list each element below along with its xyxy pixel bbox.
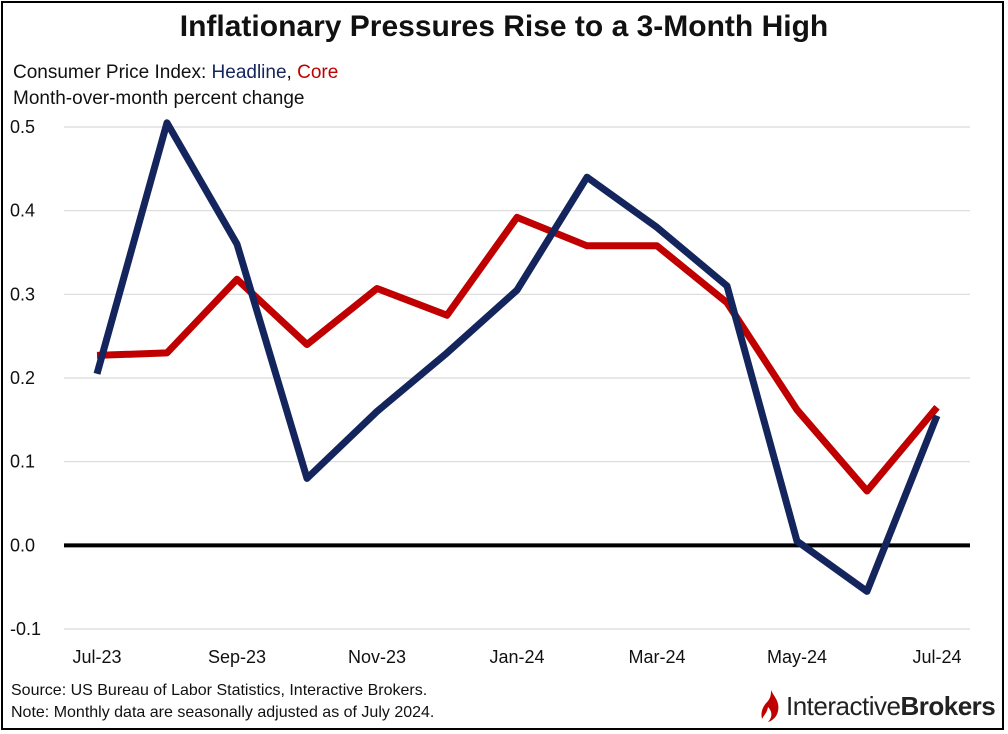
subtitle-prefix: Consumer Price Index: (13, 62, 212, 83)
y-tick-label: 0.1 (10, 452, 35, 472)
footer: Source: US Bureau of Labor Statistics, I… (11, 680, 434, 724)
brand-name-part1: Interactive (786, 690, 901, 721)
chart-subtitle: Consumer Price Index: Headline, Core (13, 62, 338, 84)
brand-logo: InteractiveBrokers (760, 688, 996, 724)
y-tick-label: 0.5 (10, 117, 35, 137)
chart-title: Inflationary Pressures Rise to a 3-Month… (179, 10, 829, 43)
y-tick-label: -0.1 (10, 619, 41, 639)
legend-core: Core (297, 62, 339, 83)
brand-name-part2: Brokers (900, 690, 996, 721)
x-tick-label: Jul-23 (72, 647, 121, 667)
flame-icon (761, 690, 779, 722)
subtitle-separator: , (286, 62, 298, 83)
series-line-headline (93, 119, 941, 595)
brand-name: InteractiveBrokers (786, 690, 996, 722)
y-axis-ticks: 0.5 0.4 0.3 0.2 0.1 0.0 -0.1 (10, 117, 41, 639)
legend-headline: Headline (211, 62, 287, 83)
y-tick-label: 0.4 (10, 201, 35, 221)
y-axis-label: Month-over-month percent change (13, 88, 305, 109)
y-tick-label: 0.3 (10, 284, 35, 304)
x-tick-label: Mar-24 (628, 647, 685, 667)
y-tick-label: 0.2 (10, 368, 35, 388)
x-axis-ticks: Jul-23 Sep-23 Nov-23 Jan-24 Mar-24 May-24 Jul-… (72, 647, 961, 667)
series-lines (93, 119, 941, 595)
x-tick-label: Jul-24 (912, 647, 961, 667)
x-tick-label: Sep-23 (208, 647, 266, 667)
x-tick-label: Nov-23 (348, 647, 406, 667)
y-tick-label: 0.0 (10, 535, 35, 555)
series-line-core (96, 213, 940, 495)
gridlines (64, 126, 970, 630)
x-tick-label: May-24 (767, 647, 827, 667)
data-note: Note: Monthly data are seasonally adjust… (11, 704, 435, 721)
source-note: Source: US Bureau of Labor Statistics, I… (11, 682, 428, 699)
x-tick-label: Jan-24 (489, 647, 544, 667)
